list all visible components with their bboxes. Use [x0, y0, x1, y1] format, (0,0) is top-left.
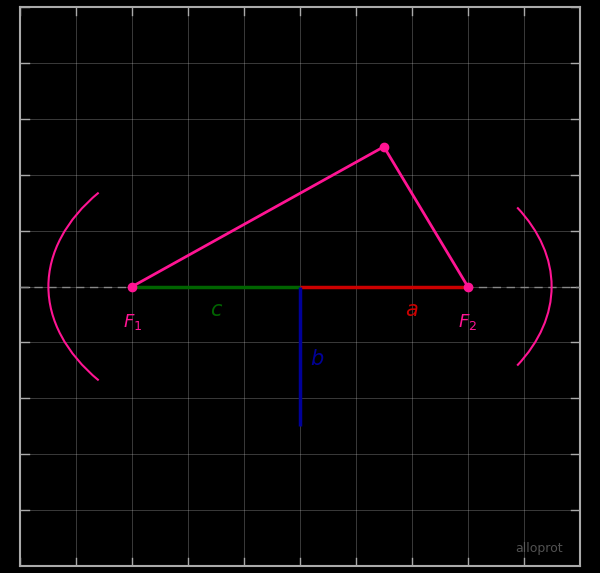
Text: a: a [406, 300, 418, 320]
Text: alloprot: alloprot [515, 542, 563, 555]
Text: $F_2$: $F_2$ [458, 312, 477, 332]
Text: c: c [211, 300, 222, 320]
Text: $F_1$: $F_1$ [122, 312, 142, 332]
Text: b: b [310, 349, 323, 369]
